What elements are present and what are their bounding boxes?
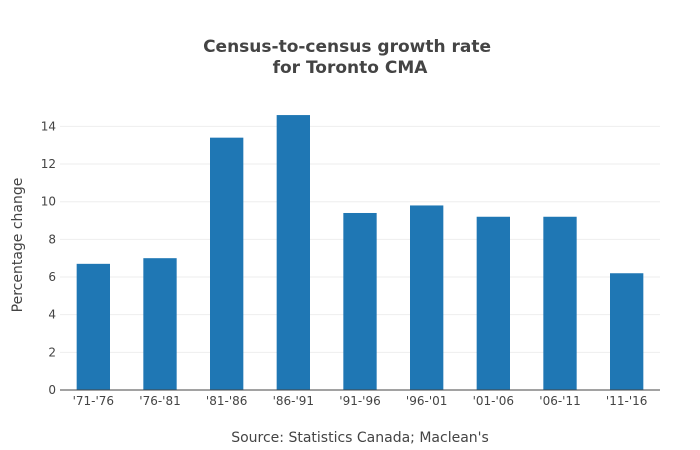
x-tick-label: '06-'11 [539,394,580,408]
x-tick-label: '71-'76 [73,394,114,408]
y-tick-label: 6 [48,270,56,284]
x-tick-label: '96-'01 [406,394,447,408]
bar [143,258,177,390]
bar [276,115,310,390]
x-tick-label: '76-'81 [139,394,180,408]
y-axis-label: Percentage change [10,178,26,313]
y-tick-label: 2 [48,345,56,359]
x-tick-label: '01-'06 [473,394,514,408]
chart-title-line-1: Census-to-census growth rate [203,37,491,57]
x-tick-label: '86-'91 [273,394,314,408]
y-tick-label: 14 [41,119,56,133]
bar [476,216,510,390]
y-tick-labels: 0 2 4 6 8 10 12 14 [41,119,56,397]
bar [210,137,244,390]
x-tick-label: '91-'96 [339,394,380,408]
y-tick-label: 12 [41,157,56,171]
bar [76,263,110,390]
y-tick-label: 0 [48,383,56,397]
x-axis-label: Source: Statistics Canada; Maclean's [231,430,489,446]
y-tick-label: 10 [41,195,56,209]
y-tick-label: 8 [48,232,56,246]
y-tick-label: 4 [48,308,56,322]
bar [610,273,644,390]
bar [543,216,577,390]
chart-title: Census-to-census growth rate for Toronto… [203,37,497,78]
chart-title-line-2: for Toronto CMA [273,58,429,78]
bar [410,205,444,390]
bar [343,212,377,390]
x-tick-labels: '71-'76 '76-'81 '81-'86 '86-'91 '91-'96 '96-'… [73,394,648,408]
x-tick-label: '11-'16 [606,394,647,408]
bars [76,115,644,390]
x-tick-label: '81-'86 [206,394,247,408]
